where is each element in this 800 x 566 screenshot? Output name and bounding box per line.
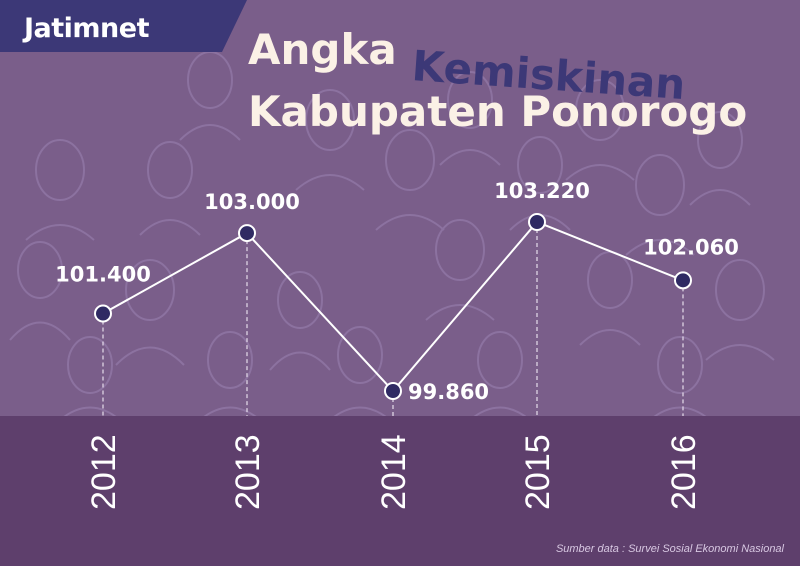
data-point-2013 [238,224,256,243]
source-note: Sumber data : Survei Sosial Ekonomi Nasi… [556,543,785,555]
title-line2: Kabupaten Ponorogo [248,87,747,136]
data-markers [94,213,692,400]
data-label-2012: 101.400 [55,263,151,287]
x-tick-2015: 2015 [519,434,557,510]
x-tick-2013: 2013 [229,434,267,510]
poverty-series-line [102,220,684,393]
crowd-illustration [9,51,775,421]
data-label-2015: 103.220 [494,179,590,203]
x-tick-labels: 2012 2013 2014 2015 2016 [85,434,703,510]
series-line [102,220,684,393]
data-point-2016 [674,271,692,290]
brand-logo: Jatimnet [22,13,150,44]
drop-lines [102,222,684,416]
data-label-2016: 102.060 [643,235,739,259]
title-part1: Angka [248,25,397,74]
logo-tab [0,0,247,52]
data-labels: 101.400 103.000 99.860 103.220 102.060 [55,179,739,404]
data-label-2013: 103.000 [204,190,300,214]
data-point-2012 [94,304,112,323]
data-point-2015 [528,213,546,231]
year-band [0,416,800,566]
x-tick-2016: 2016 [665,434,703,510]
x-tick-2014: 2014 [375,434,413,510]
data-point-2014 [384,382,402,400]
x-tick-2012: 2012 [85,434,123,510]
data-label-2014: 99.860 [408,380,489,404]
